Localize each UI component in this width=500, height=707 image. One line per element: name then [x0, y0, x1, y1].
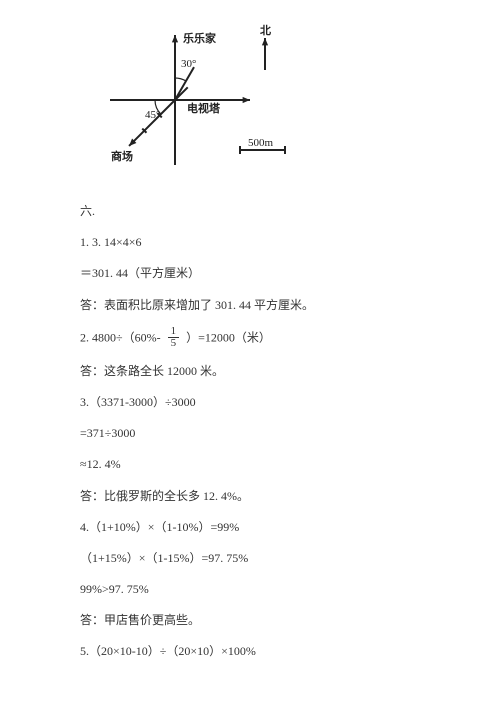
q4-line2: （1+15%）×（1-15%）=97. 75% — [80, 549, 440, 568]
q1-answer: 答：表面积比原来增加了 301. 44 平方厘米。 — [80, 296, 440, 315]
q3-answer: 答：比俄罗斯的全长多 12. 4%。 — [80, 487, 440, 506]
q4-line3: 99%>97. 75% — [80, 580, 440, 599]
q2-expression: 2. 4800÷（60%- 15 ）=12000（米） — [80, 327, 440, 350]
q2-fraction: 15 — [168, 326, 180, 349]
q3-line2: =371÷3000 — [80, 424, 440, 443]
svg-text:500m: 500m — [248, 137, 274, 149]
svg-text:乐乐家: 乐乐家 — [183, 31, 217, 45]
q2-prefix: 2. 4800÷（60%- — [80, 330, 164, 344]
svg-text:北: 北 — [260, 23, 271, 37]
diagram-svg: 30° 45° 电视塔 乐乐家商场 北 500m — [90, 20, 310, 180]
q2-answer: 答：这条路全长 12000 米。 — [80, 362, 440, 381]
svg-text:电视塔: 电视塔 — [187, 101, 221, 115]
direction-diagram: 30° 45° 电视塔 乐乐家商场 北 500m — [90, 20, 440, 184]
q5-line1: 5.（20×10-10）÷（20×10）×100% — [80, 642, 440, 661]
q4-answer: 答：甲店售价更高些。 — [80, 611, 440, 630]
q2-frac-num: 1 — [168, 326, 180, 338]
q3-line3: ≈12. 4% — [80, 455, 440, 474]
svg-text:商场: 商场 — [111, 149, 133, 163]
section-heading: 六. — [80, 202, 440, 221]
q1-line2: ＝301. 44（平方厘米） — [80, 264, 440, 283]
svg-text:45°: 45° — [145, 109, 160, 121]
q1-line1: 1. 3. 14×4×6 — [80, 233, 440, 252]
q3-line1: 3.（3371-3000）÷3000 — [80, 393, 440, 412]
q2-suffix: ）=12000（米） — [183, 330, 271, 344]
q4-line1: 4.（1+10%）×（1-10%）=99% — [80, 518, 440, 537]
q2-frac-den: 5 — [168, 338, 180, 349]
svg-text:30°: 30° — [181, 58, 196, 70]
